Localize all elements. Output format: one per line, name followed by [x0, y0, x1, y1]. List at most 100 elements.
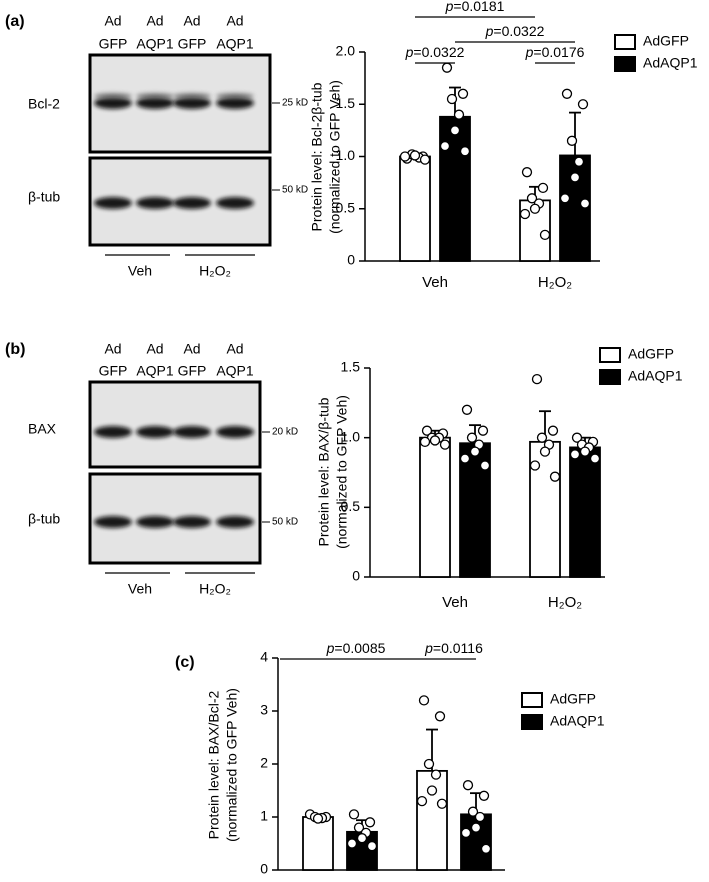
blot-band — [173, 197, 211, 209]
blot-band — [136, 97, 174, 109]
y-tick-label: 3 — [260, 702, 268, 718]
blot-band — [216, 93, 254, 99]
data-point — [366, 841, 378, 852]
group-label: Veh — [128, 581, 152, 597]
lane-label: Ad — [104, 13, 121, 29]
y-tick-label: 1.0 — [341, 428, 361, 444]
marker-label: 50 kD — [272, 517, 298, 528]
y-tick-label: 4 — [260, 649, 268, 665]
legend-label: AdAQP1 — [643, 55, 698, 71]
y-tick-label: 1.5 — [336, 95, 356, 111]
y-tick-label: 0 — [260, 861, 268, 877]
data-point — [353, 822, 365, 833]
data-point — [573, 156, 585, 167]
legend-swatch — [599, 347, 621, 363]
lane-label: GFP — [178, 36, 207, 52]
data-point — [579, 198, 591, 209]
y-axis-label: Protein level: BAX/Bcl-2 — [206, 690, 222, 839]
data-point — [539, 229, 551, 241]
data-point — [439, 140, 451, 152]
data-point — [430, 769, 442, 780]
data-point — [566, 135, 578, 146]
blot-band — [136, 93, 174, 99]
lane-label: Ad — [146, 13, 163, 29]
data-point — [536, 432, 548, 443]
y-tick-label: 0 — [347, 252, 355, 268]
blot-band — [216, 197, 254, 209]
lane-label: AQP1 — [136, 36, 174, 52]
lane-label: AQP1 — [136, 363, 174, 379]
bar — [399, 155, 431, 262]
data-point — [521, 167, 533, 178]
data-point — [561, 88, 573, 99]
data-point — [421, 425, 433, 436]
legend-label: AdGFP — [628, 346, 674, 362]
data-point — [470, 822, 482, 833]
data-point — [419, 436, 431, 447]
blot-band — [173, 93, 211, 99]
panel-label: (c) — [175, 654, 195, 671]
data-point — [466, 432, 478, 443]
legend-swatch — [614, 34, 636, 50]
blot-band — [173, 97, 211, 109]
data-point — [453, 109, 465, 120]
data-point — [549, 471, 561, 482]
data-point — [426, 785, 438, 796]
legend-swatch — [521, 692, 543, 708]
lane-label: GFP — [178, 363, 207, 379]
data-point — [441, 62, 453, 73]
data-point — [457, 88, 469, 99]
p-value: p=0.0322 — [405, 44, 465, 60]
data-point — [436, 798, 448, 809]
data-point — [478, 790, 490, 801]
blot-band — [173, 426, 211, 438]
blot-box — [88, 380, 262, 469]
data-point — [429, 435, 441, 446]
y-axis-label: (normalized to GFP Veh) — [224, 688, 240, 842]
marker-label: 50 kD — [282, 185, 308, 196]
data-point — [539, 446, 551, 457]
blot-band — [136, 426, 174, 438]
data-point — [409, 150, 421, 161]
data-point — [416, 795, 428, 807]
data-point — [423, 758, 435, 770]
y-tick-label: 0 — [352, 568, 360, 584]
data-point — [529, 203, 541, 214]
data-point — [569, 172, 581, 183]
x-tick-label: H₂O₂ — [548, 594, 582, 611]
data-point — [559, 193, 571, 204]
blot-band — [94, 516, 132, 528]
data-point — [449, 125, 461, 136]
blot-band — [173, 516, 211, 528]
lane-label: Ad — [226, 13, 243, 29]
y-tick-label: 2 — [260, 755, 268, 771]
blot-band — [94, 97, 132, 109]
bar — [419, 436, 451, 578]
group-label: H₂O₂ — [199, 263, 231, 279]
data-point — [579, 446, 591, 457]
data-point — [577, 99, 589, 110]
p-value: p=0.0322 — [485, 23, 545, 39]
y-tick-label: 1 — [260, 808, 268, 824]
group-label: H₂O₂ — [199, 581, 231, 597]
lane-label: GFP — [99, 36, 128, 52]
blot-band — [136, 197, 174, 209]
lane-label: Ad — [146, 341, 163, 357]
data-point — [459, 146, 471, 157]
data-point — [446, 93, 458, 105]
data-point — [364, 817, 376, 828]
lane-label: GFP — [99, 363, 128, 379]
data-point — [399, 151, 411, 162]
band-label: Bcl-2 — [28, 96, 60, 112]
y-axis-label: Protein level: BAX/β-tub — [316, 397, 332, 546]
data-point — [526, 193, 538, 204]
y-axis-label: Protein level: Bcl-2β-tub — [309, 82, 325, 231]
p-value: p=0.0176 — [525, 44, 585, 60]
y-tick-label: 2.0 — [336, 43, 356, 59]
x-tick-label: Veh — [422, 274, 448, 291]
band-label: BAX — [28, 421, 57, 437]
data-point — [469, 446, 481, 457]
data-point — [462, 780, 474, 791]
marker-label: 20 kD — [272, 427, 298, 438]
